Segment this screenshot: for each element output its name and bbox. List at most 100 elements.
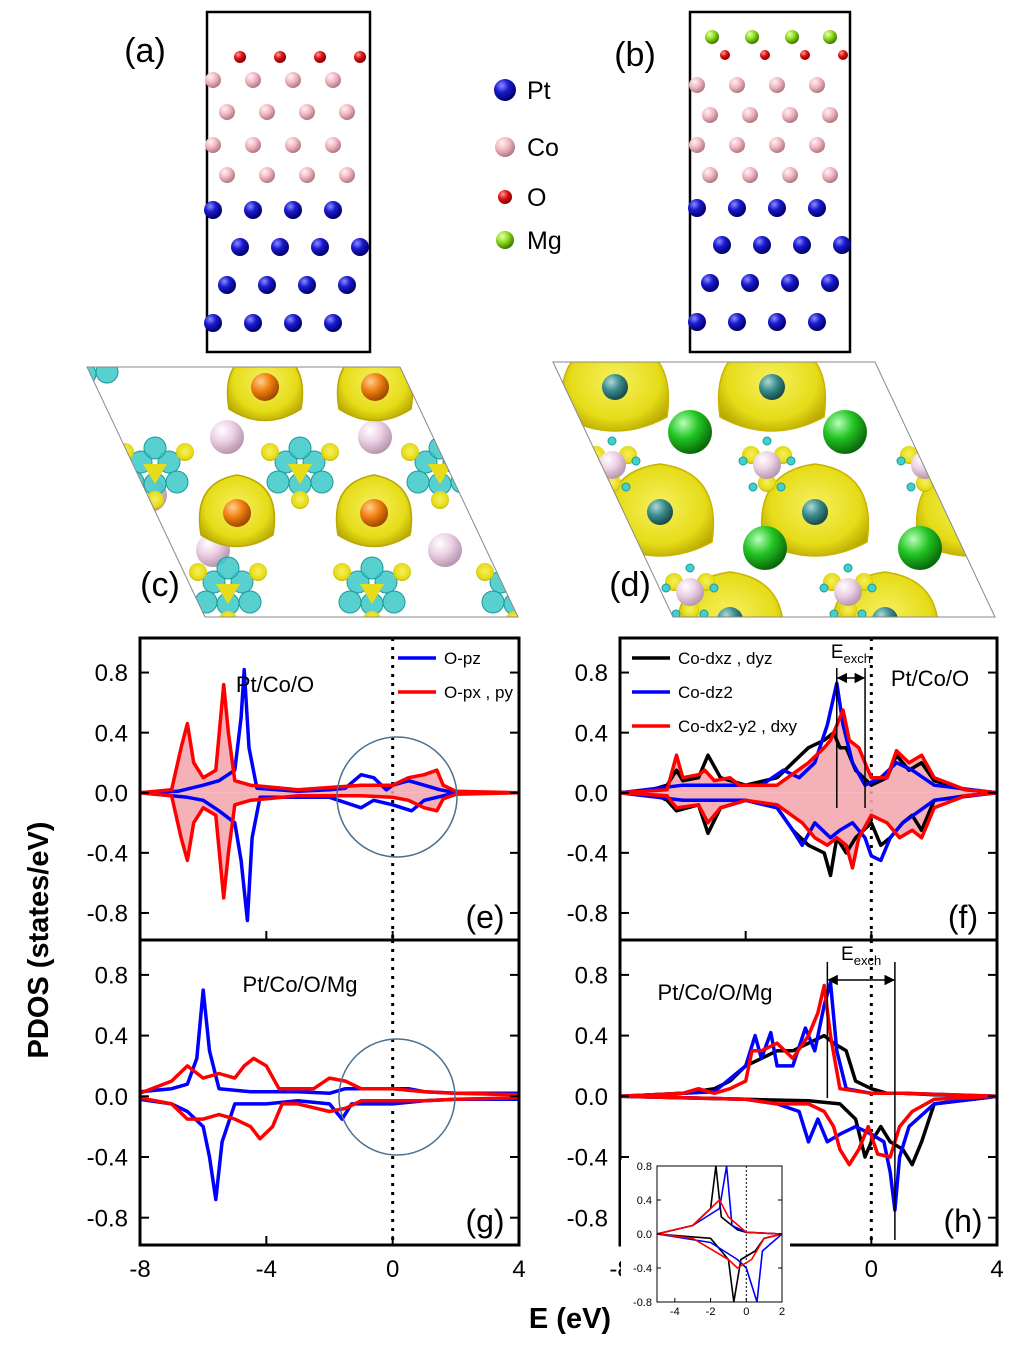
atom: [688, 199, 706, 217]
exchange-label-main: E: [831, 642, 844, 663]
isosurface: [106, 333, 124, 351]
y-tick-label: -0.8: [633, 1297, 652, 1309]
atom: [728, 199, 746, 217]
atom: [647, 499, 673, 525]
exchange-label-sub: exch: [844, 651, 871, 666]
page: (a) (b) (c) (d) PDOS (states/eV) E (eV) …: [0, 0, 1011, 1345]
atom: [494, 79, 516, 101]
atom: [205, 137, 221, 153]
isosurface: [144, 437, 166, 459]
x-axis-label: E (eV): [529, 1303, 611, 1335]
isosurface: [146, 491, 164, 509]
isosurface: [311, 471, 333, 493]
atom: [823, 410, 867, 454]
atom: [838, 50, 848, 60]
atom: [808, 313, 826, 331]
atom: [314, 51, 326, 63]
atom: [769, 137, 785, 153]
y-tick-label: -0.4: [567, 1145, 608, 1172]
pdos-panel: 0.80.40.0-0.4-0.8(e)Pt/Co/OO-pzO-px , py: [87, 638, 519, 940]
atom: [285, 72, 301, 88]
isosurface: [945, 457, 953, 465]
annotation: Pt/Co/O/Mg: [243, 972, 358, 997]
y-tick-label: 0.4: [575, 720, 608, 747]
isosurface: [482, 591, 504, 613]
atom: [361, 373, 389, 401]
isosurface: [291, 491, 309, 509]
structure-frame: [690, 12, 850, 352]
atom: [284, 201, 302, 219]
legend-label: O: [527, 184, 546, 212]
atom: [768, 313, 786, 331]
annotation: Pt/Co/O: [236, 672, 314, 697]
atom: [219, 167, 235, 183]
exchange-label: Eexch: [831, 642, 871, 666]
isosurface: [526, 591, 548, 613]
isosurface: [506, 611, 524, 629]
atom: [325, 72, 341, 88]
isosurface: [777, 483, 785, 491]
y-tick-label: 0.0: [575, 780, 608, 807]
atom: [800, 50, 810, 60]
y-tick-label: 0.0: [95, 1084, 128, 1111]
x-tick-label: -2: [706, 1306, 716, 1318]
panel-label: (c): [140, 566, 180, 604]
atom: [231, 238, 249, 256]
atom: [809, 77, 825, 93]
atom: [360, 499, 388, 527]
y-axis-label: PDOS (states/eV): [23, 822, 55, 1059]
x-tick-label: -4: [670, 1306, 680, 1318]
y-tick-label: 0.0: [575, 1084, 608, 1111]
atom: [822, 167, 838, 183]
panel-label: (a): [124, 32, 166, 70]
atom: [245, 72, 261, 88]
atom: [742, 107, 758, 123]
isosurface: [52, 361, 74, 383]
atom: [259, 104, 275, 120]
atom: [782, 167, 798, 183]
isosurface: [429, 437, 451, 459]
isosurface: [401, 443, 419, 461]
isosurface: [662, 584, 670, 592]
y-tick-label: 0.4: [575, 1023, 608, 1050]
atom: [781, 274, 799, 292]
isosurface: [686, 564, 694, 572]
atom: [821, 274, 839, 292]
legend-label: Pt: [527, 77, 551, 105]
atom: [223, 499, 251, 527]
exchange-label: Eexch: [841, 944, 881, 968]
isosurface: [217, 557, 239, 579]
atom: [244, 314, 262, 332]
atom: [668, 410, 712, 454]
y-tick-label: 0.8: [637, 1161, 652, 1173]
isosurface: [407, 471, 429, 493]
atom: [743, 526, 787, 570]
atom: [728, 313, 746, 331]
isosurface: [116, 443, 134, 461]
x-tick-label: -8: [129, 1256, 150, 1283]
atom: [234, 51, 246, 63]
atom: [768, 199, 786, 217]
atom: [713, 236, 731, 254]
atom: [702, 167, 718, 183]
figure: (a) (b) (c) (d) PDOS (states/eV) E (eV) …: [0, 0, 1011, 1345]
atom: [957, 499, 983, 525]
isosurface: [844, 564, 852, 572]
isosurface: [518, 571, 540, 593]
atom: [496, 231, 514, 249]
atom: [259, 167, 275, 183]
isosurface: [96, 361, 118, 383]
atom: [598, 451, 626, 479]
isosurface: [431, 491, 449, 509]
isosurface: [383, 591, 405, 613]
isosurface: [632, 457, 640, 465]
atom: [218, 276, 236, 294]
atom: [245, 137, 261, 153]
atom: [785, 30, 799, 44]
isosurface: [363, 611, 381, 629]
pdos-line: [620, 1096, 997, 1164]
atom: [729, 77, 745, 93]
atom: [258, 276, 276, 294]
atom: [602, 374, 628, 400]
isosurface: [176, 443, 194, 461]
